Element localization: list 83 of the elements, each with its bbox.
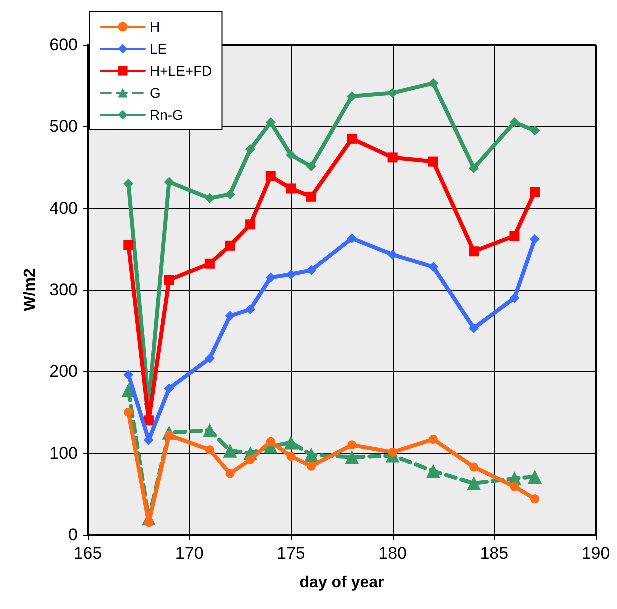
point bbox=[286, 269, 296, 280]
point bbox=[164, 177, 174, 188]
x-axis-title: day of year bbox=[300, 574, 384, 592]
point bbox=[530, 234, 540, 244]
point bbox=[164, 275, 174, 286]
point bbox=[428, 262, 438, 272]
y-tick-label: 400 bbox=[50, 198, 78, 218]
x-tick-label: 170 bbox=[175, 544, 204, 563]
point bbox=[266, 171, 276, 182]
point bbox=[124, 370, 134, 380]
point bbox=[510, 482, 520, 492]
point bbox=[286, 150, 296, 160]
point bbox=[307, 462, 316, 471]
point bbox=[304, 448, 319, 462]
point bbox=[428, 434, 438, 444]
point bbox=[426, 464, 440, 478]
point bbox=[306, 265, 317, 276]
point bbox=[347, 234, 358, 244]
point bbox=[510, 118, 520, 128]
point bbox=[204, 258, 215, 269]
point bbox=[388, 448, 398, 458]
point bbox=[306, 192, 317, 202]
x-tick-label: 175 bbox=[277, 544, 306, 563]
x-tick-label: 185 bbox=[480, 544, 509, 563]
point bbox=[467, 476, 482, 491]
x-tick-label: 190 bbox=[582, 544, 610, 563]
point bbox=[388, 250, 398, 260]
legend-label: H bbox=[150, 19, 160, 35]
point bbox=[204, 194, 215, 204]
point bbox=[246, 144, 256, 155]
point bbox=[530, 494, 540, 504]
y-axis-title: W/m2 bbox=[22, 268, 40, 312]
point bbox=[226, 469, 235, 478]
point bbox=[205, 446, 214, 455]
point bbox=[266, 118, 276, 128]
point bbox=[246, 304, 256, 315]
y-tick-label: 100 bbox=[50, 444, 78, 463]
point bbox=[164, 384, 174, 394]
point bbox=[510, 231, 520, 242]
point bbox=[246, 220, 256, 230]
legend-label: LE bbox=[150, 41, 168, 57]
point bbox=[388, 152, 398, 163]
point bbox=[345, 450, 360, 464]
point bbox=[266, 437, 276, 446]
point bbox=[510, 293, 520, 304]
point bbox=[225, 240, 236, 251]
point bbox=[223, 444, 238, 458]
y-tick-label: 200 bbox=[50, 362, 78, 382]
y-tick-label: 500 bbox=[50, 117, 78, 136]
x-tick-label: 180 bbox=[378, 544, 407, 563]
point bbox=[428, 78, 438, 88]
y-tick-label: 300 bbox=[50, 280, 78, 300]
point bbox=[284, 436, 298, 450]
x-tick-label: 165 bbox=[74, 544, 102, 563]
point bbox=[286, 452, 296, 462]
point bbox=[124, 240, 134, 250]
point bbox=[144, 518, 154, 528]
point bbox=[530, 187, 540, 197]
point bbox=[428, 156, 438, 167]
y-tick-label: 0 bbox=[68, 526, 78, 544]
point bbox=[348, 440, 357, 450]
point bbox=[286, 184, 296, 194]
point bbox=[469, 323, 480, 334]
point bbox=[124, 408, 134, 417]
legend-label: Rn-G bbox=[150, 107, 184, 123]
point bbox=[469, 246, 480, 257]
point bbox=[347, 91, 358, 102]
legend-label: H+LE+FD bbox=[150, 63, 212, 79]
point bbox=[470, 462, 479, 472]
point bbox=[266, 272, 276, 283]
point bbox=[124, 178, 134, 189]
point bbox=[246, 455, 256, 464]
point bbox=[347, 134, 358, 144]
y-tick-label: 600 bbox=[50, 36, 78, 54]
legend-label: G bbox=[150, 85, 161, 101]
point bbox=[469, 163, 480, 174]
point bbox=[225, 189, 236, 200]
point bbox=[306, 162, 317, 172]
point bbox=[202, 423, 217, 438]
point bbox=[204, 354, 215, 364]
point bbox=[528, 470, 542, 484]
point bbox=[530, 126, 540, 136]
point bbox=[225, 311, 236, 322]
